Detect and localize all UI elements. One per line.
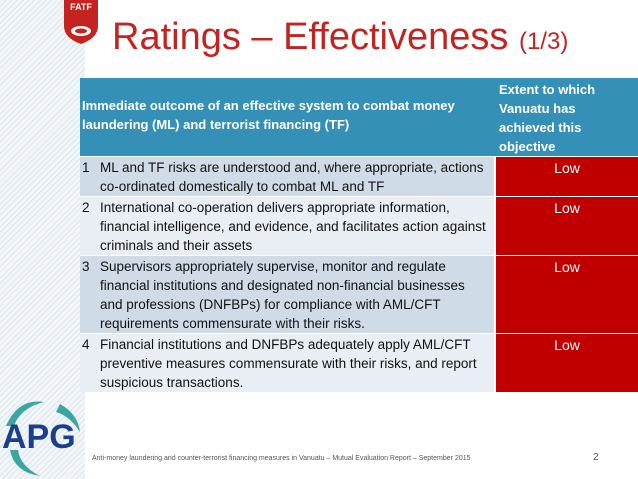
row-number: 2 (80, 196, 100, 256)
fatf-gafi-logo: FATF (64, 0, 98, 44)
apg-logo: APG (2, 401, 80, 476)
table-row: 2 International co-operation delivers ap… (80, 196, 638, 256)
row-number: 3 (80, 255, 100, 334)
table-row: 1 ML and TF risks are understood and, wh… (80, 156, 638, 197)
row-outcome-text: ML and TF risks are understood and, wher… (100, 156, 495, 197)
row-rating: Low (494, 196, 638, 256)
table-row: 3 Supervisors appropriately supervise, m… (80, 255, 638, 334)
row-number: 1 (80, 156, 100, 197)
apg-text: APG (2, 418, 76, 456)
fatf-text: FATF (70, 2, 92, 12)
footer-text: Anti-money laundering and counter-terror… (92, 455, 471, 462)
table-header-row: Immediate outcome of an effective system… (80, 78, 638, 157)
title-sub: (1/3) (518, 28, 569, 55)
row-outcome-text: Supervisors appropriately supervise, mon… (100, 255, 495, 334)
row-rating: Low (494, 333, 638, 392)
slide-title: Ratings – Effectiveness (1/3) (112, 18, 568, 56)
row-rating: Low (494, 156, 638, 197)
header-extent: Extent to which Vanuatu has achieved thi… (495, 78, 638, 157)
row-rating: Low (494, 255, 638, 334)
header-outcome: Immediate outcome of an effective system… (80, 78, 495, 157)
title-main: Ratings – Effectiveness (112, 16, 509, 58)
effectiveness-table: Immediate outcome of an effective system… (80, 78, 638, 392)
row-outcome-text: International co-operation delivers appr… (100, 196, 495, 256)
left-pattern-bar (0, 0, 85, 479)
row-number: 4 (80, 333, 100, 392)
table-row: 4 Financial institutions and DNFBPs adeq… (80, 333, 638, 392)
row-outcome-text: Financial institutions and DNFBPs adequa… (100, 333, 495, 392)
page-number: 2 (593, 452, 599, 463)
